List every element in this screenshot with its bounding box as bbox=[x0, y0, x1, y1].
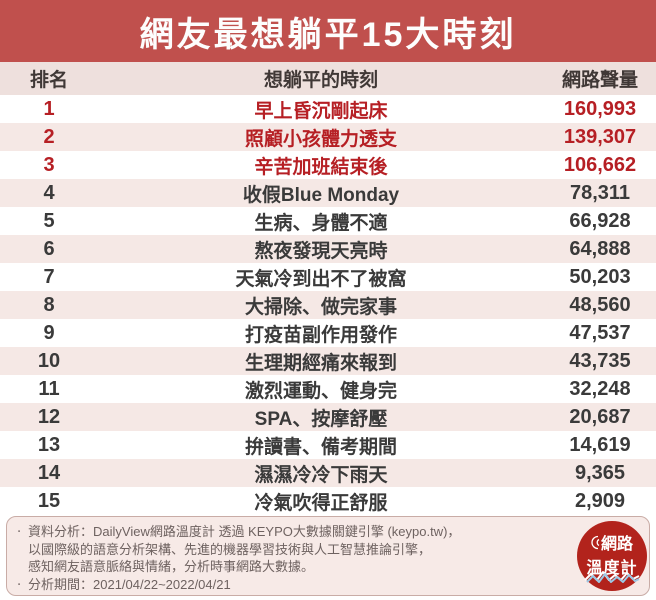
rank-cell: 1 bbox=[43, 97, 55, 120]
table-row: 15 冷氣吹得正舒服 2,909 bbox=[0, 487, 656, 515]
footer-bullet bbox=[17, 558, 28, 576]
footer-line: 以國際級的語意分析架構、先進的機器學習技術與人工智慧推論引擎， bbox=[17, 541, 563, 559]
table-row: 2 照顧小孩體力透支 139,307 bbox=[0, 123, 656, 151]
moment-cell: 生病、身體不適 bbox=[254, 212, 388, 234]
rank-cell: 4 bbox=[43, 181, 55, 204]
table-row: 3 辛苦加班結束後 106,662 bbox=[0, 151, 656, 179]
footer-lines: ‧ 資料分析：DailyView網路溫度計 透過 KEYPO大數據關鍵引擎 (k… bbox=[17, 523, 563, 593]
footer-bullet bbox=[17, 541, 28, 559]
rank-cell: 9 bbox=[43, 321, 55, 344]
table-row: 8 大掃除、做完家事 48,560 bbox=[0, 291, 656, 319]
volume-cell: 20,687 bbox=[569, 405, 631, 428]
volume-cell: 32,248 bbox=[569, 377, 631, 400]
moment-cell: 熬夜發現天亮時 bbox=[254, 240, 388, 262]
footer-line-text: 感知網友語意脈絡與情緒，分析時事網路大數據。 bbox=[28, 559, 315, 574]
footer-card: ‧ 資料分析：DailyView網路溫度計 透過 KEYPO大數據關鍵引擎 (k… bbox=[6, 516, 650, 596]
rank-cell: 8 bbox=[43, 293, 55, 316]
table-row: 14 濕濕冷冷下雨天 9,365 bbox=[0, 459, 656, 487]
footer-line: ‧ 資料分析：DailyView網路溫度計 透過 KEYPO大數據關鍵引擎 (k… bbox=[17, 523, 563, 541]
table-row: 7 天氣冷到出不了被窩 50,203 bbox=[0, 263, 656, 291]
volume-cell: 106,662 bbox=[563, 153, 637, 176]
signal-arcs-icon bbox=[591, 535, 600, 549]
moment-cell: 生理期經痛來報到 bbox=[244, 352, 397, 374]
rank-cell: 6 bbox=[43, 237, 55, 260]
table-row: 13 拚讀書、備考期間 14,619 bbox=[0, 431, 656, 459]
rank-cell: 11 bbox=[38, 377, 60, 400]
rank-cell: 3 bbox=[43, 153, 55, 176]
table-row: 5 生病、身體不適 66,928 bbox=[0, 207, 656, 235]
moment-cell: 辛苦加班結束後 bbox=[254, 156, 388, 178]
table-header: 排名 想躺平的時刻 網路聲量 bbox=[0, 62, 656, 95]
rank-cell: 14 bbox=[37, 461, 61, 484]
rank-cell: 13 bbox=[37, 433, 61, 456]
table-row: 10 生理期經痛來報到 43,735 bbox=[0, 347, 656, 375]
footer-bullet: ‧ bbox=[17, 576, 22, 592]
rank-cell: 2 bbox=[43, 125, 55, 148]
table-row: 11 激烈運動、健身完 32,248 bbox=[0, 375, 656, 403]
rank-cell: 15 bbox=[37, 489, 61, 512]
moment-cell: 大掃除、做完家事 bbox=[244, 296, 397, 318]
volume-cell: 47,537 bbox=[569, 321, 631, 344]
moment-cell: 濕濕冷冷下雨天 bbox=[254, 464, 388, 486]
header-volume: 網路聲量 bbox=[561, 70, 638, 91]
table-row: 4 收假Blue Monday 78,311 bbox=[0, 179, 656, 207]
footer-line: ‧ 分析期間：2021/04/22~2022/04/21 bbox=[17, 576, 563, 594]
volume-cell: 139,307 bbox=[563, 125, 637, 148]
rank-cell: 10 bbox=[37, 349, 61, 372]
volume-cell: 66,928 bbox=[569, 209, 631, 232]
logo-line2-text: 溫度計 bbox=[586, 560, 638, 577]
trend-wave-icon bbox=[584, 571, 640, 583]
table-row: 12 SPA、按摩舒壓 20,687 bbox=[0, 403, 656, 431]
moment-cell: 拚讀書、備考期間 bbox=[244, 436, 397, 458]
title-banner: 網友最想躺平15大時刻 bbox=[0, 0, 656, 62]
table-row: 9 打疫苗副作用發作 47,537 bbox=[0, 319, 656, 347]
table-row: 1 早上昏沉剛起床 160,993 bbox=[0, 95, 656, 123]
moment-cell: 天氣冷到出不了被窩 bbox=[235, 268, 407, 290]
volume-cell: 2,909 bbox=[574, 489, 626, 512]
volume-cell: 48,560 bbox=[569, 293, 631, 316]
volume-cell: 9,365 bbox=[574, 461, 626, 484]
moment-cell: 冷氣吹得正舒服 bbox=[254, 492, 388, 514]
page-title: 網友最想躺平15大時刻 bbox=[139, 15, 517, 54]
volume-cell: 50,203 bbox=[569, 265, 631, 288]
header-rank: 排名 bbox=[29, 70, 68, 91]
logo-line1: 網路 bbox=[577, 530, 647, 554]
footer-line-text: 分析期間：2021/04/22~2022/04/21 bbox=[28, 576, 231, 592]
footer-bullet: ‧ bbox=[17, 524, 22, 539]
moment-cell: 激烈運動、健身完 bbox=[244, 380, 397, 402]
header-moment: 想躺平的時刻 bbox=[263, 70, 378, 91]
volume-cell: 160,993 bbox=[563, 97, 637, 120]
table-row: 6 熬夜發現天亮時 64,888 bbox=[0, 235, 656, 263]
volume-cell: 14,619 bbox=[569, 433, 631, 456]
moment-cell: 照顧小孩體力透支 bbox=[244, 128, 397, 150]
moment-cell: 早上昏沉剛起床 bbox=[254, 100, 388, 122]
moment-cell: 收假Blue Monday bbox=[242, 184, 400, 206]
volume-cell: 43,735 bbox=[569, 349, 631, 372]
footer-line-text: 資料分析：DailyView網路溫度計 透過 KEYPO大數據關鍵引擎 (key… bbox=[28, 524, 461, 539]
rank-cell: 7 bbox=[43, 265, 55, 288]
volume-cell: 64,888 bbox=[569, 237, 631, 260]
wendu-logo: 網路 溫度計 bbox=[577, 521, 647, 591]
footer-line-text: 以國際級的語意分析架構、先進的機器學習技術與人工智慧推論引擎， bbox=[28, 541, 432, 557]
rank-cell: 12 bbox=[37, 405, 61, 428]
volume-cell: 78,311 bbox=[569, 181, 631, 204]
logo-line1-text: 網路 bbox=[600, 536, 633, 553]
rank-cell: 5 bbox=[43, 209, 55, 232]
moment-cell: SPA、按摩舒壓 bbox=[254, 408, 388, 430]
footer-line: 感知網友語意脈絡與情緒，分析時事網路大數據。 bbox=[17, 558, 563, 576]
moment-cell: 打疫苗副作用發作 bbox=[244, 324, 397, 346]
table-body: 1 早上昏沉剛起床 160,993 2 照顧小孩體力透支 139,307 3 辛… bbox=[0, 95, 656, 515]
